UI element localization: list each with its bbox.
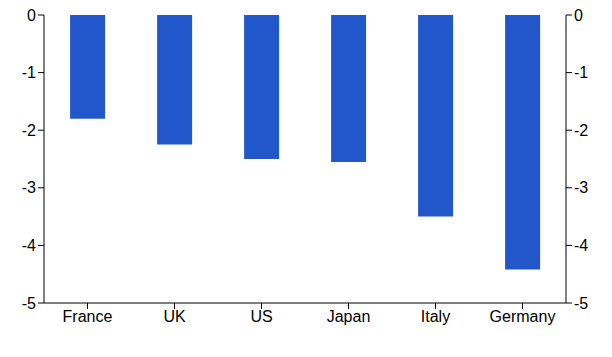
svg-text:Japan: Japan xyxy=(327,308,371,325)
svg-text:Germany: Germany xyxy=(490,308,556,325)
svg-text:-2: -2 xyxy=(574,122,588,139)
svg-text:Italy: Italy xyxy=(421,308,450,325)
svg-text:US: US xyxy=(250,308,272,325)
svg-text:France: France xyxy=(63,308,113,325)
svg-text:-1: -1 xyxy=(22,64,36,81)
svg-text:-1: -1 xyxy=(574,64,588,81)
svg-text:-3: -3 xyxy=(22,179,36,196)
svg-text:-4: -4 xyxy=(22,237,36,254)
svg-text:0: 0 xyxy=(574,7,583,24)
svg-text:-5: -5 xyxy=(22,295,36,312)
svg-text:0: 0 xyxy=(27,7,36,24)
svg-text:UK: UK xyxy=(163,308,186,325)
svg-text:-3: -3 xyxy=(574,179,588,196)
svg-text:-4: -4 xyxy=(574,237,588,254)
svg-text:-2: -2 xyxy=(22,122,36,139)
svg-text:-5: -5 xyxy=(574,295,588,312)
